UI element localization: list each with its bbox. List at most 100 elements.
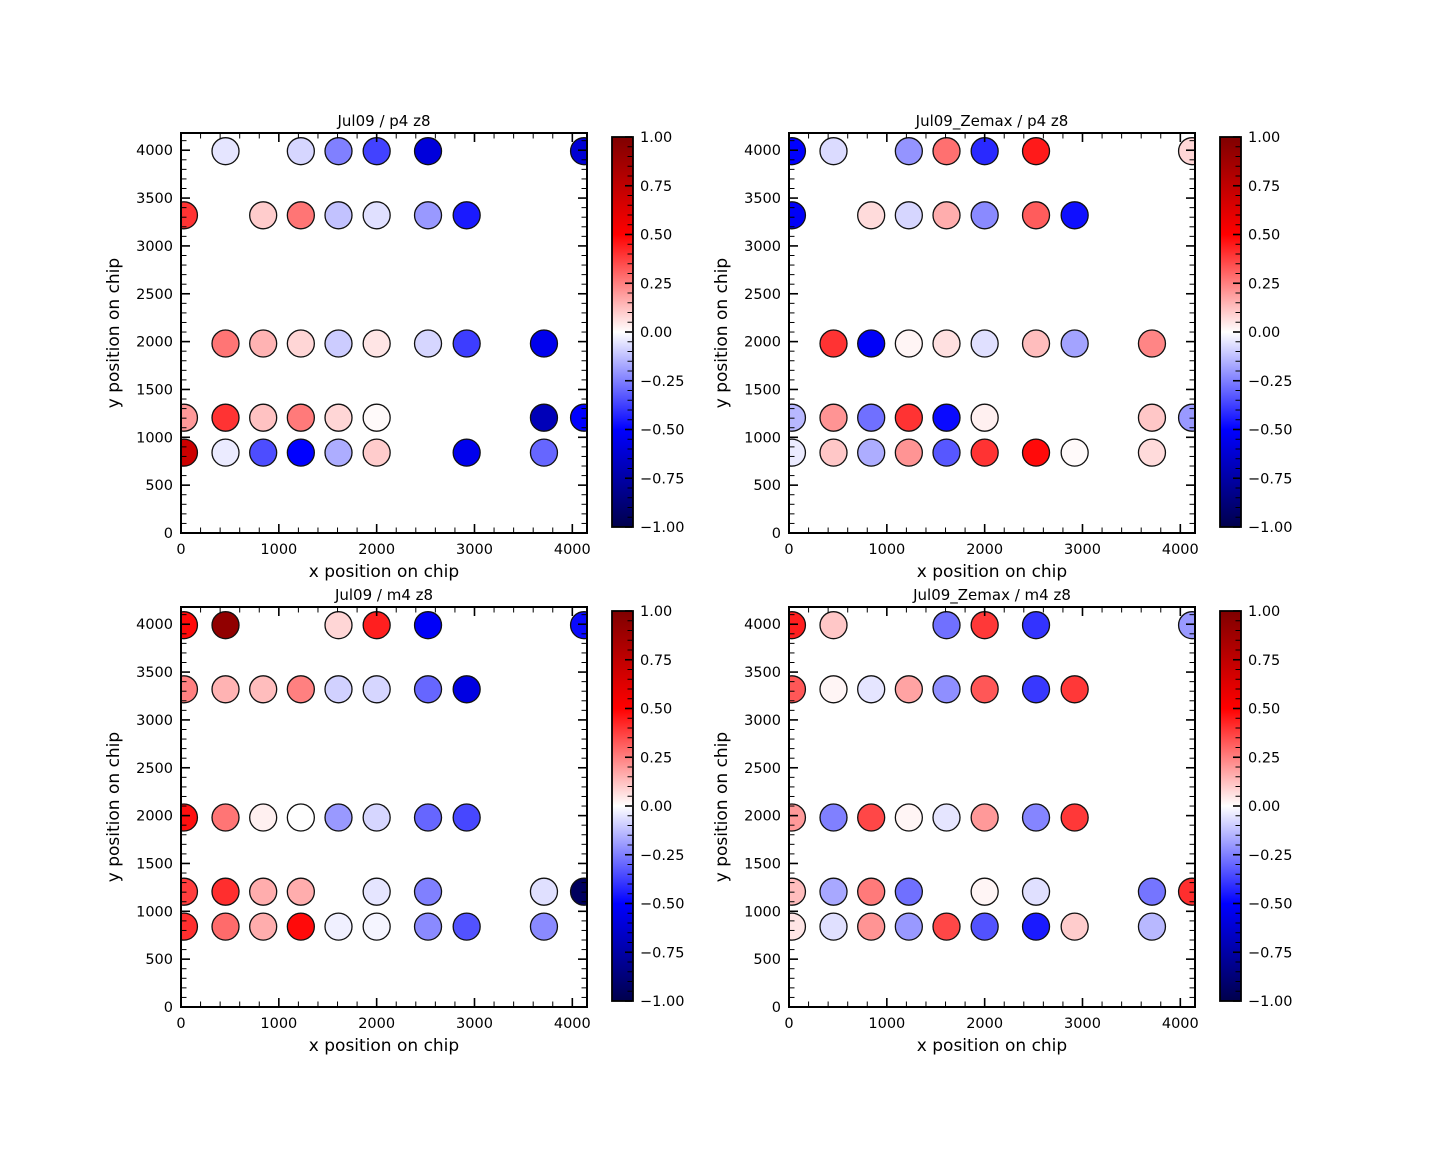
data-point bbox=[894, 329, 923, 358]
data-point bbox=[569, 403, 587, 432]
data-point bbox=[324, 438, 353, 467]
colorbar-tick-label: −0.50 bbox=[640, 897, 684, 913]
data-point bbox=[819, 675, 848, 704]
colorbar-tick-label: 0.00 bbox=[1248, 799, 1280, 815]
data-point bbox=[857, 438, 886, 467]
data-point bbox=[894, 137, 923, 166]
data-point bbox=[413, 877, 443, 906]
data-point bbox=[1137, 912, 1167, 941]
data-point bbox=[286, 438, 315, 467]
data-point bbox=[1021, 877, 1051, 906]
data-point bbox=[413, 803, 443, 832]
data-point bbox=[452, 329, 481, 358]
data-point bbox=[452, 803, 481, 832]
colorbar-tick-label: 0.75 bbox=[1248, 653, 1280, 669]
data-point bbox=[529, 403, 559, 432]
y-tick-label: 3000 bbox=[136, 713, 173, 729]
data-point bbox=[1137, 877, 1167, 906]
data-point bbox=[1021, 438, 1051, 467]
colorbar-tick-label: −0.50 bbox=[1248, 897, 1292, 913]
y-tick-label: 0 bbox=[772, 526, 781, 542]
data-point bbox=[286, 912, 315, 941]
y-tick-label: 500 bbox=[753, 952, 781, 968]
data-point bbox=[857, 675, 886, 704]
colorbar-tick-label: 0.75 bbox=[640, 179, 672, 195]
colorbar-tick-label: 0.25 bbox=[1248, 276, 1280, 292]
data-point bbox=[413, 611, 443, 640]
data-point bbox=[932, 675, 961, 704]
data-point bbox=[789, 675, 807, 704]
colorbar-tick-label: 1.00 bbox=[1248, 130, 1280, 146]
data-point bbox=[362, 438, 391, 467]
data-point bbox=[932, 438, 961, 467]
colorbar-tick-label: 0.75 bbox=[640, 653, 672, 669]
data-point bbox=[324, 675, 353, 704]
data-point bbox=[894, 803, 923, 832]
data-point bbox=[1021, 329, 1051, 358]
data-point bbox=[789, 438, 807, 467]
data-point bbox=[181, 201, 199, 230]
x-tick-label: 1000 bbox=[868, 1016, 905, 1032]
data-point bbox=[249, 201, 278, 230]
axes-spines bbox=[180, 606, 588, 1008]
axes-ticks bbox=[180, 608, 586, 1008]
colorbar-tick-label: 0.00 bbox=[640, 325, 672, 341]
y-tick-label: 2500 bbox=[136, 287, 173, 303]
data-point bbox=[970, 201, 999, 230]
y-tick-label: 0 bbox=[164, 526, 173, 542]
data-point bbox=[286, 877, 315, 906]
scatter-points bbox=[181, 137, 587, 467]
colorbar-ticks bbox=[1233, 136, 1240, 528]
data-point bbox=[181, 611, 199, 640]
data-point bbox=[894, 438, 923, 467]
subplot-jul09_zemax_p4: 0 1000 2000 3000 4000 0 500 1000 1500 2000 2500 300… bbox=[712, 112, 1292, 582]
colorbar-tick-label: −0.50 bbox=[640, 423, 684, 439]
x-tick-label: 4000 bbox=[554, 542, 591, 558]
data-point bbox=[286, 201, 315, 230]
data-point bbox=[324, 611, 353, 640]
x-tick-label: 2000 bbox=[358, 1016, 395, 1032]
data-point bbox=[1021, 912, 1051, 941]
x-tick-label: 4000 bbox=[554, 1016, 591, 1032]
data-point bbox=[249, 438, 278, 467]
y-tick-label: 3500 bbox=[136, 665, 173, 681]
data-point bbox=[932, 137, 961, 166]
y-tick-label: 500 bbox=[753, 478, 781, 494]
x-tick-label: 1000 bbox=[868, 542, 905, 558]
subplot-jul09_p4: 0 1000 2000 3000 4000 0 500 1000 1500 2000 2500 300… bbox=[104, 112, 684, 582]
data-point bbox=[362, 403, 391, 432]
x-axis-label: x position on chip bbox=[917, 562, 1067, 582]
data-point bbox=[211, 137, 240, 166]
x-tick-label: 3000 bbox=[456, 542, 493, 558]
x-tick-label: 2000 bbox=[966, 542, 1003, 558]
y-tick-label: 2000 bbox=[136, 335, 173, 351]
data-point bbox=[789, 611, 807, 640]
data-point bbox=[569, 611, 587, 640]
data-point bbox=[894, 403, 923, 432]
colorbar: 1.00 0.75 0.50 0.25 0.00 −0.25 −0.50 −0.75 −1.00 bbox=[1219, 130, 1292, 536]
data-point bbox=[181, 438, 199, 467]
colorbar-tick-label: −0.25 bbox=[640, 374, 684, 390]
data-point bbox=[970, 403, 999, 432]
data-point bbox=[1137, 438, 1167, 467]
colorbar-tick-label: 0.25 bbox=[1248, 750, 1280, 766]
data-point bbox=[211, 438, 240, 467]
colorbar-tick-label: 1.00 bbox=[640, 604, 672, 620]
data-point bbox=[569, 137, 587, 166]
subplot-title: Jul09 / m4 z8 bbox=[334, 586, 433, 604]
data-point bbox=[324, 912, 353, 941]
data-point bbox=[249, 912, 278, 941]
data-point bbox=[970, 803, 999, 832]
data-point bbox=[211, 403, 240, 432]
x-tick-label: 3000 bbox=[1064, 1016, 1101, 1032]
colorbar-tick-label: −1.00 bbox=[640, 994, 684, 1010]
colorbar-tick-label: 0.25 bbox=[640, 276, 672, 292]
data-point bbox=[286, 675, 315, 704]
data-point bbox=[413, 137, 443, 166]
data-point bbox=[932, 403, 961, 432]
data-point bbox=[362, 201, 391, 230]
data-point bbox=[1060, 438, 1089, 467]
data-point bbox=[819, 403, 848, 432]
data-point bbox=[1060, 329, 1089, 358]
